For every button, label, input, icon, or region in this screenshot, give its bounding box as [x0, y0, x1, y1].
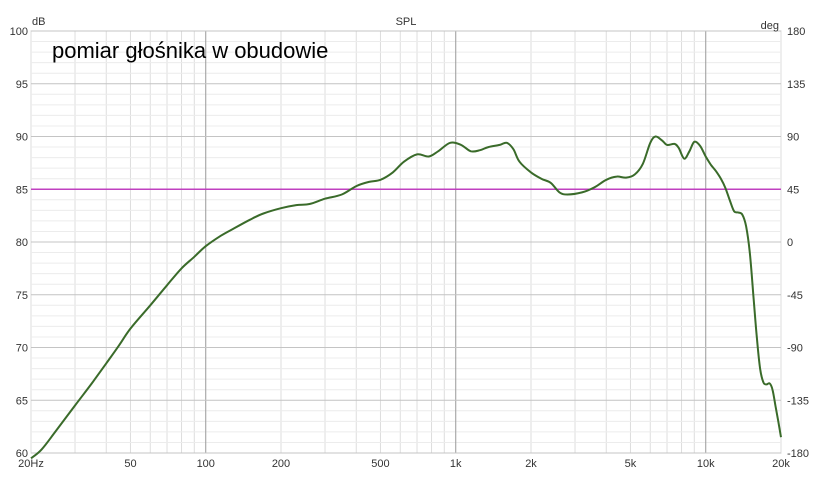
- x-tick-label: 5k: [625, 458, 637, 470]
- left-axis-unit: dB: [32, 16, 45, 28]
- left-axis-ticks: 60 65 70 75 80 85 90 95 100: [10, 26, 28, 460]
- x-tick-label: 500: [371, 458, 389, 470]
- right-tick-label: -90: [787, 343, 803, 355]
- right-tick-label: 0: [787, 237, 793, 249]
- right-tick-label: -180: [787, 448, 809, 460]
- x-tick-label: 50: [124, 458, 136, 470]
- left-tick-label: 85: [16, 184, 28, 196]
- left-tick-label: 75: [16, 290, 28, 302]
- right-tick-label: 45: [787, 184, 799, 196]
- x-tick-label: 1k: [450, 458, 462, 470]
- spl-curve: [30, 135, 782, 460]
- x-tick-label: 2k: [525, 458, 537, 470]
- right-tick-label: 135: [787, 79, 805, 91]
- right-tick-label: 180: [787, 26, 805, 38]
- left-tick-label: 70: [16, 343, 28, 355]
- x-axis-ticks: 20Hz 50 100 200 500 1k 2k 5k 10k 20k: [18, 458, 790, 470]
- x-tick-label: 200: [272, 458, 290, 470]
- chart-annotation: pomiar głośnika w obudowie: [52, 38, 328, 63]
- right-tick-label: -45: [787, 290, 803, 302]
- x-tick-label: 20k: [772, 458, 790, 470]
- left-tick-label: 80: [16, 237, 28, 249]
- x-tick-label: 20Hz: [18, 458, 44, 470]
- left-tick-label: 90: [16, 132, 28, 144]
- left-tick-label: 95: [16, 79, 28, 91]
- right-tick-label: 90: [787, 132, 799, 144]
- right-axis-ticks: -180 -135 -90 -45 0 45 90 135 180: [787, 26, 809, 460]
- left-tick-label: 60: [16, 448, 28, 460]
- chart-title: SPL: [396, 16, 417, 28]
- x-tick-label: 100: [197, 458, 215, 470]
- left-tick-label: 100: [10, 26, 28, 38]
- x-tick-label: 10k: [697, 458, 715, 470]
- left-tick-label: 65: [16, 395, 28, 407]
- right-axis-unit: deg: [761, 20, 779, 32]
- right-tick-label: -135: [787, 395, 809, 407]
